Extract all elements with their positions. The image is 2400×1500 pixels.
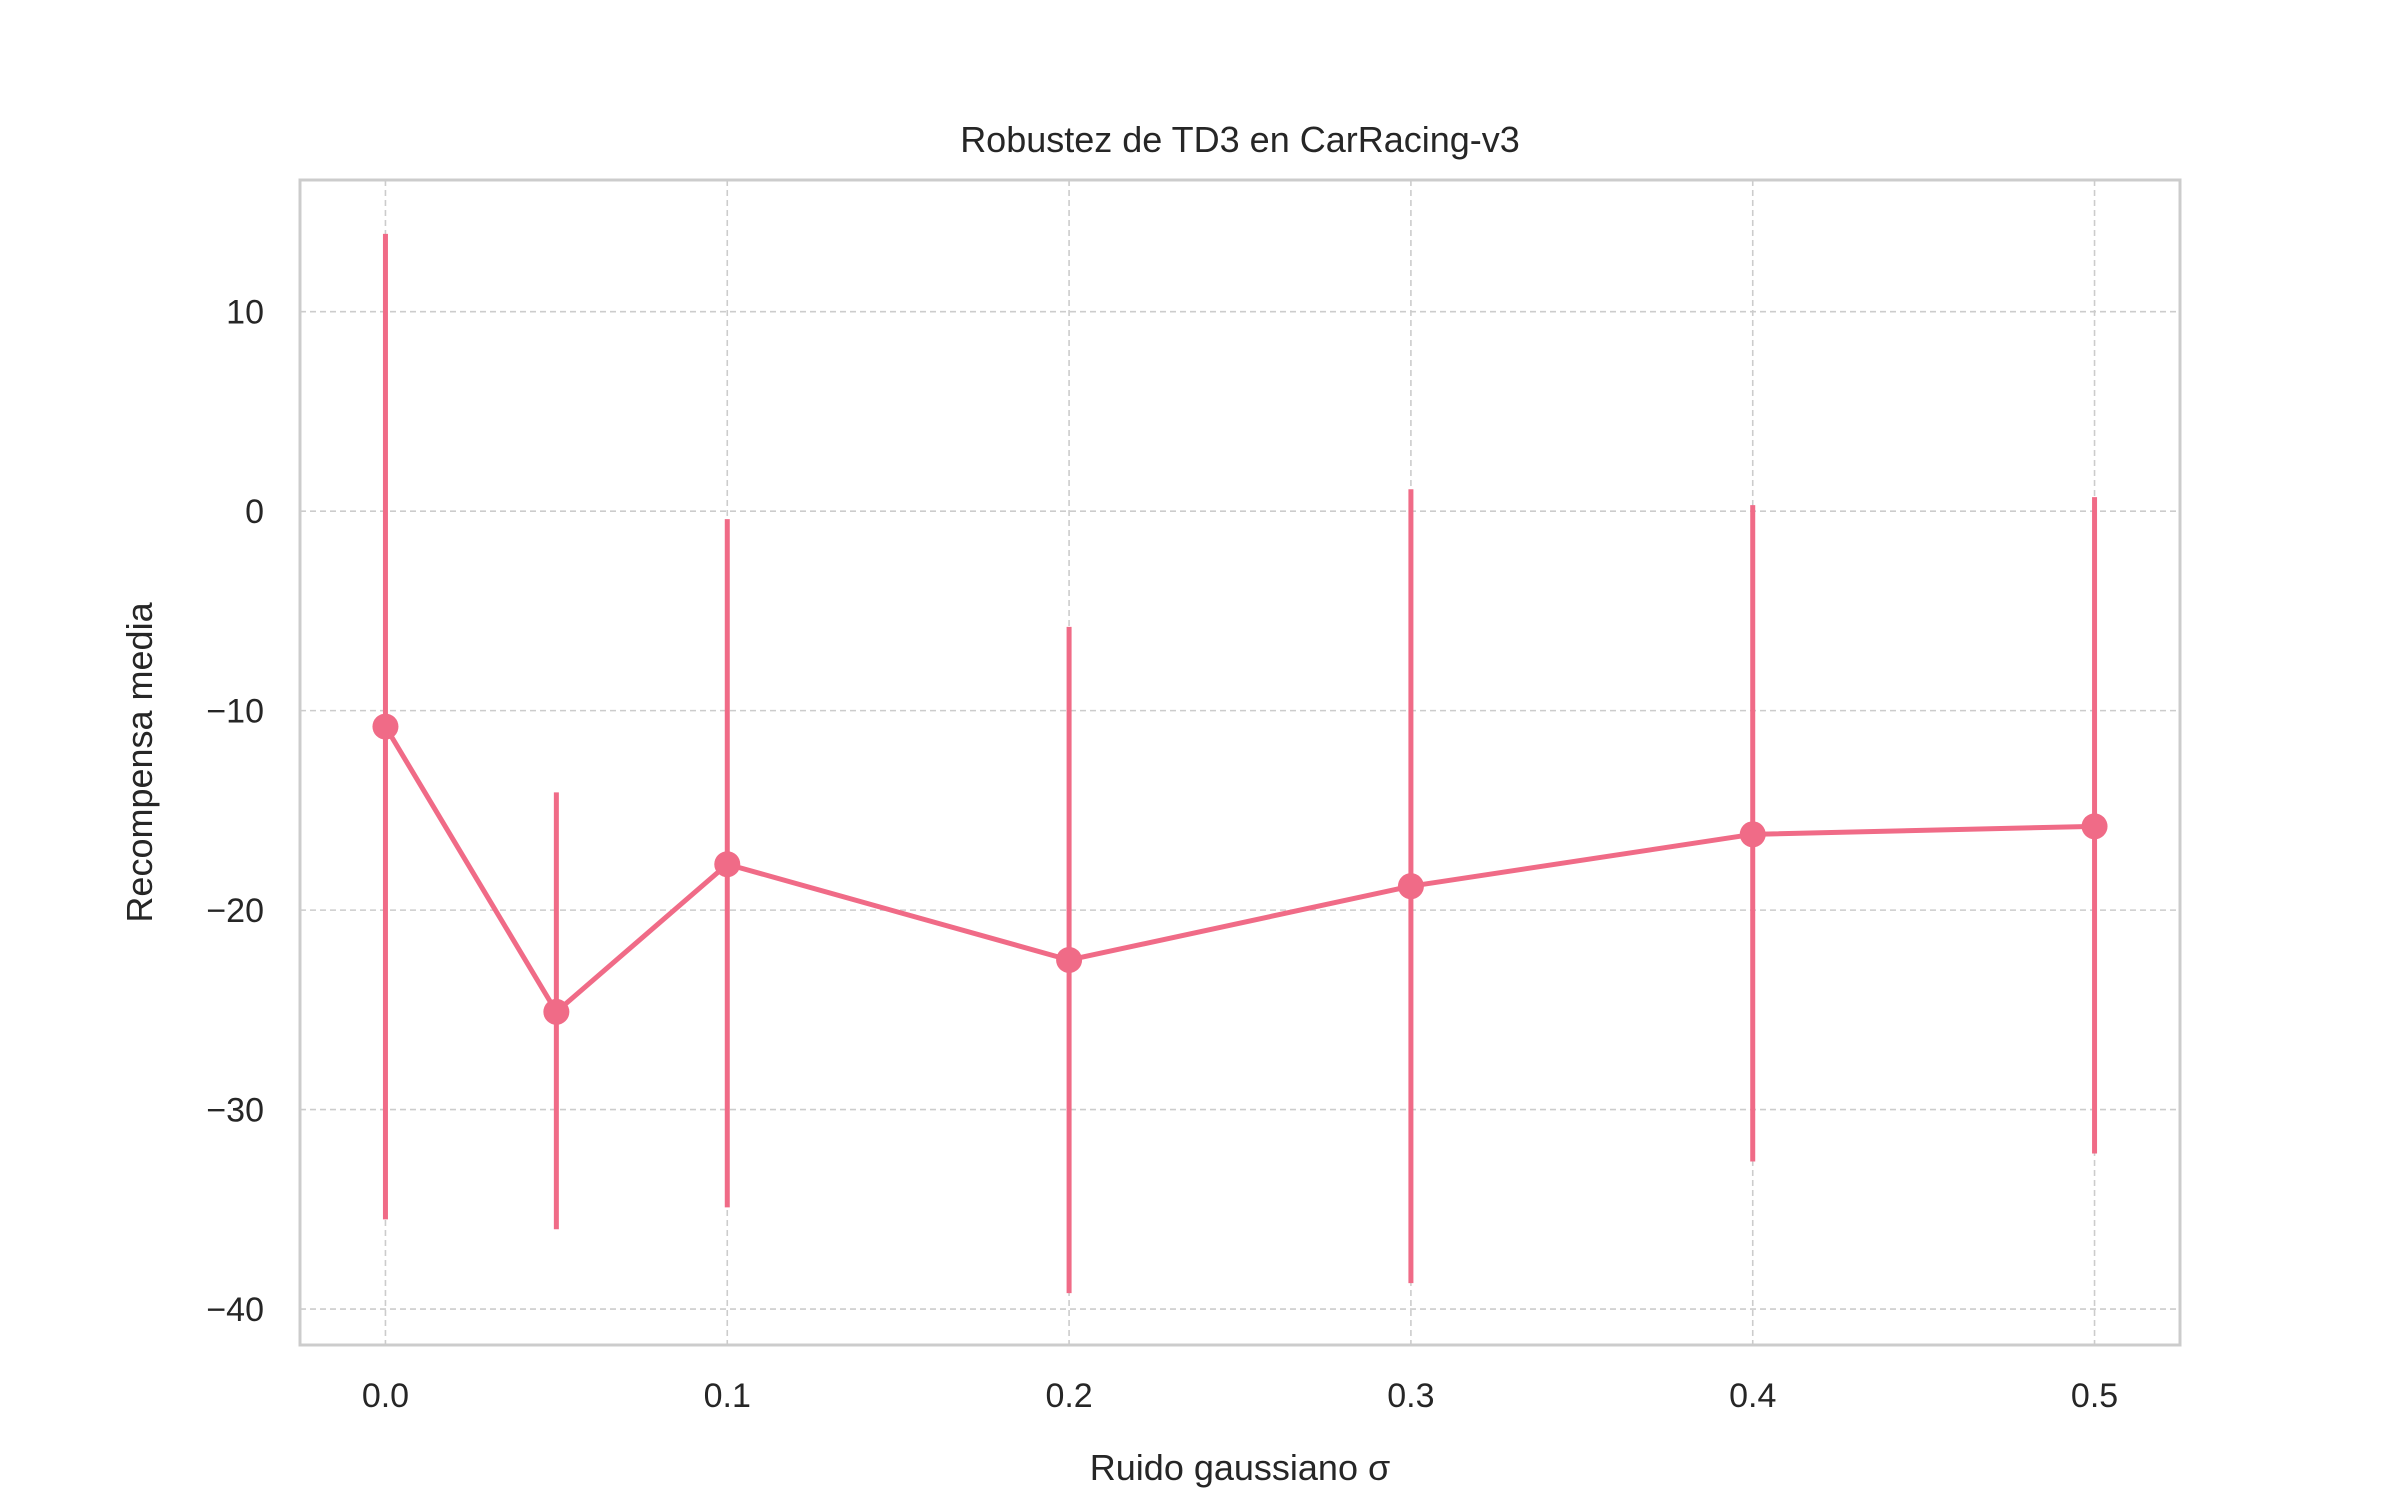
x-tick-label: 0.1 <box>704 1377 751 1415</box>
data-point <box>714 851 741 878</box>
data-point <box>1739 821 1766 848</box>
plot-area-frame <box>298 178 2182 1347</box>
data-point <box>1056 946 1083 973</box>
grid <box>300 180 2180 1345</box>
x-tick-label: 0.5 <box>2071 1377 2118 1415</box>
data-point <box>372 713 399 740</box>
tick-labels: 0.0 0.1 0.2 0.3 0.4 0.5 10 0 −10 −20 −30 −40 <box>206 294 2118 1415</box>
y-axis-label: Recompensa media <box>119 601 160 922</box>
series <box>372 233 2108 1294</box>
y-tick-label: −40 <box>206 1291 264 1329</box>
y-tick-label: −20 <box>206 892 264 930</box>
x-tick-label: 0.0 <box>362 1377 409 1415</box>
x-tick-label: 0.2 <box>1045 1377 1092 1415</box>
y-tick-label: −10 <box>206 693 264 731</box>
x-tick-label: 0.3 <box>1387 1377 1434 1415</box>
chart-title: Robustez de TD3 en CarRacing-v3 <box>960 119 1520 160</box>
data-point <box>543 998 570 1025</box>
y-tick-label: 0 <box>245 493 264 531</box>
series-line <box>382 724 2098 1015</box>
data-point <box>1397 873 1424 900</box>
x-tick-label: 0.4 <box>1729 1377 1776 1415</box>
data-point <box>2081 813 2108 840</box>
y-tick-label: 10 <box>226 294 264 332</box>
y-tick-label: −30 <box>206 1092 264 1130</box>
x-axis-label: Ruido gaussiano σ <box>1090 1447 1390 1488</box>
